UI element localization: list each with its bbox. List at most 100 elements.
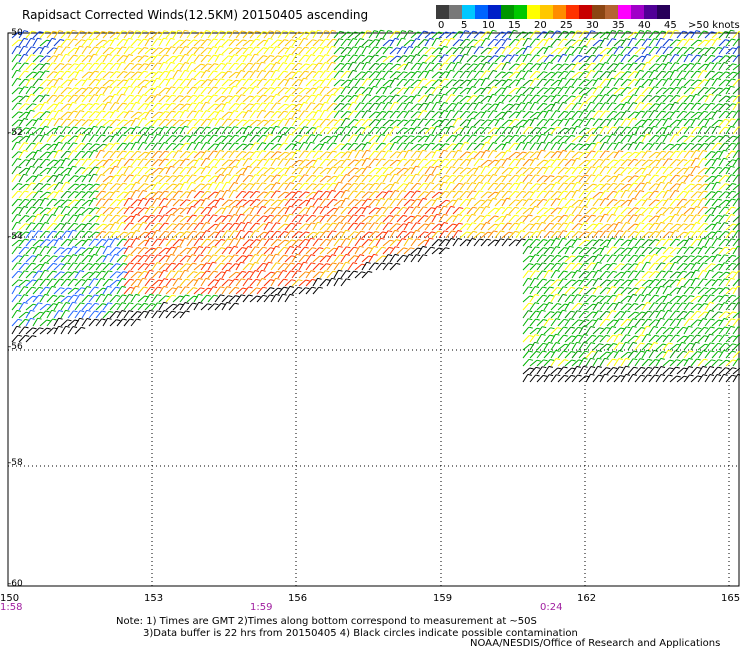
wind-barb: [515, 182, 522, 191]
wind-barb-flag: [79, 45, 84, 48]
wind-barb-flag: [298, 31, 303, 34]
wind-barb: [515, 86, 522, 95]
wind-barb: [452, 214, 459, 223]
wind-barb-flag: [380, 134, 386, 136]
wind-barb-flag: [702, 125, 707, 128]
wind-barb-flag: [123, 207, 128, 210]
wind-barb-flag: [507, 94, 512, 97]
wind-barb-flag: [541, 133, 546, 136]
wind-barb: [158, 126, 165, 135]
wind-barb: [32, 150, 39, 159]
wind-barb: [249, 174, 256, 183]
wind-barb-flag: [429, 69, 434, 72]
wind-barb: [445, 38, 452, 47]
wind-barb-flag: [340, 159, 346, 162]
wind-barb: [704, 207, 712, 215]
wind-barb-flag: [263, 119, 268, 122]
wind-barb-flag: [179, 135, 184, 137]
wind-barb: [60, 126, 67, 135]
wind-barb: [81, 158, 88, 167]
wind-barb: [375, 95, 383, 103]
wind-barb: [508, 103, 516, 111]
wind-barb-flag: [570, 150, 575, 153]
wind-barb: [522, 174, 529, 183]
wind-barb: [655, 46, 662, 55]
wind-barb-flag: [192, 86, 197, 89]
wind-barb: [207, 111, 215, 119]
wind-barb: [333, 215, 341, 223]
wind-barb: [529, 30, 536, 39]
wind-barb: [697, 118, 704, 127]
wind-barb: [557, 111, 565, 119]
wind-barb: [186, 86, 194, 95]
wind-barb-flag: [199, 190, 205, 193]
wind-barb: [718, 118, 726, 127]
wind-barb: [291, 62, 299, 71]
wind-barb: [172, 30, 179, 39]
wind-barb-flag: [492, 150, 498, 152]
wind-barb-flag: [543, 31, 548, 34]
wind-barb: [585, 197, 591, 207]
wind-barb: [235, 39, 244, 47]
wind-barb: [431, 166, 438, 175]
wind-barb-flag: [429, 101, 434, 104]
wind-barb-flag: [353, 86, 358, 89]
wind-barb-flag: [368, 39, 373, 42]
wind-barb: [116, 158, 123, 167]
wind-barb-flag: [332, 110, 337, 113]
wind-barb: [599, 126, 606, 135]
wind-barb-flag: [395, 206, 401, 209]
wind-barb: [697, 167, 706, 175]
wind-barb-flag: [639, 102, 645, 104]
legend-label-35: 35: [612, 20, 625, 31]
wind-barb-flag: [563, 214, 569, 217]
wind-barb-flag: [457, 214, 463, 216]
wind-barb-flag: [646, 133, 651, 136]
wind-barb: [459, 134, 467, 143]
wind-barb-flag: [535, 38, 540, 41]
wind-barb: [326, 38, 334, 47]
wind-barb-flag: [570, 30, 576, 33]
wind-barb: [613, 87, 622, 95]
wind-barb: [32, 158, 39, 167]
wind-barb-flag: [711, 31, 716, 34]
wind-barb-flag: [702, 197, 708, 200]
wind-barb: [81, 111, 89, 119]
wind-barb-flag: [639, 69, 644, 72]
wind-barb: [403, 142, 410, 151]
wind-barb: [305, 166, 312, 175]
wind-barb: [361, 142, 368, 151]
wind-barb: [137, 134, 144, 143]
wind-barb: [718, 199, 727, 207]
wind-barb: [46, 198, 54, 207]
wind-barb: [459, 190, 467, 199]
wind-barb-flag: [612, 166, 617, 169]
wind-barb-flag: [717, 198, 722, 201]
wind-barb: [725, 190, 733, 199]
wind-barb: [242, 126, 249, 135]
wind-barb-flag: [557, 191, 562, 193]
wind-barb-flag: [304, 54, 309, 57]
wind-barb: [179, 95, 187, 103]
wind-barb-flag: [522, 119, 527, 122]
wind-barb: [578, 151, 586, 159]
wind-barb-flag: [93, 149, 98, 152]
wind-barb-flag: [675, 78, 680, 81]
wind-barb: [74, 54, 82, 63]
wind-barb: [123, 110, 130, 119]
wind-barb: [571, 78, 578, 87]
wind-barb: [704, 78, 711, 87]
wind-barb: [123, 158, 131, 167]
wind-barb: [487, 191, 496, 199]
wind-barb-flag: [51, 214, 57, 216]
wind-barb: [382, 159, 390, 167]
wind-barb: [606, 134, 613, 143]
wind-barb-flag: [361, 31, 366, 34]
wind-barb: [564, 110, 572, 119]
wind-barb: [270, 111, 278, 119]
wind-barb-flag: [122, 86, 127, 89]
wind-barb-flag: [270, 119, 275, 122]
wind-barb-flag: [157, 206, 162, 209]
wind-barb: [389, 87, 397, 95]
wind-barb: [396, 158, 404, 167]
